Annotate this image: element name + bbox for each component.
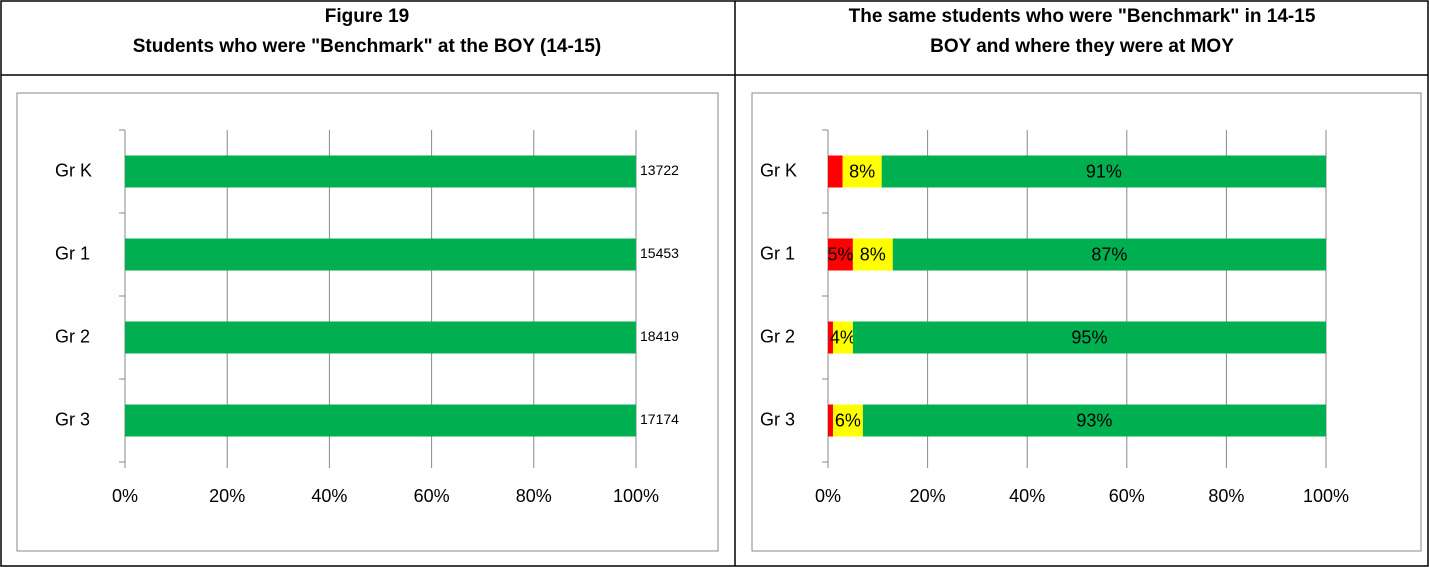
chart-frame: [16, 92, 719, 552]
y-tick-label: Gr 2: [55, 326, 90, 346]
data-label: 18419: [640, 328, 679, 344]
x-tick-label: 100%: [613, 486, 659, 506]
data-label: 8%: [849, 161, 875, 181]
bar-segment: [125, 404, 636, 437]
bar-segment: [842, 155, 882, 188]
bar-segment: [832, 404, 863, 437]
bar-segment: [862, 404, 1326, 437]
data-label: 13722: [640, 162, 679, 178]
bar-segment: [892, 238, 1326, 271]
data-label: 87%: [1091, 244, 1127, 264]
data-label: 4%: [830, 327, 856, 347]
x-tick-label: 0%: [112, 486, 138, 506]
bar-segment: [852, 238, 893, 271]
x-tick-label: 40%: [1009, 486, 1045, 506]
chart-title: The same students who were "Benchmark" i…: [849, 6, 1316, 27]
data-label: 91%: [1086, 161, 1122, 181]
data-label: 8%: [860, 244, 886, 264]
chart-title: BOY and where they were at MOY: [930, 36, 1234, 57]
y-tick-label: Gr 1: [55, 243, 90, 263]
x-tick-label: 60%: [414, 486, 450, 506]
x-tick-label: 40%: [311, 486, 347, 506]
bar-segment: [125, 155, 636, 188]
bar-segment: [125, 321, 636, 354]
y-tick-label: Gr K: [55, 160, 92, 180]
data-label: 6%: [835, 410, 861, 430]
x-tick-label: 0%: [815, 486, 841, 506]
data-label: 15453: [640, 245, 679, 261]
x-tick-label: 80%: [1208, 486, 1244, 506]
x-tick-label: 100%: [1303, 486, 1349, 506]
x-tick-label: 60%: [1109, 486, 1145, 506]
x-tick-label: 20%: [209, 486, 245, 506]
bar-segment: [125, 238, 636, 271]
x-tick-label: 80%: [516, 486, 552, 506]
x-tick-label: 20%: [910, 486, 946, 506]
y-tick-label: Gr 3: [55, 409, 90, 429]
data-label: 5%: [827, 244, 853, 264]
y-tick-label: Gr 3: [760, 409, 795, 429]
y-tick-label: Gr 1: [760, 243, 795, 263]
data-label: 17174: [640, 411, 679, 427]
data-label: 95%: [1071, 327, 1107, 347]
y-tick-label: Gr K: [760, 160, 797, 180]
chart-frame: [751, 92, 1422, 552]
chart-title: Students who were "Benchmark" at the BOY…: [133, 36, 602, 57]
data-label: 93%: [1076, 410, 1112, 430]
bar-segment: [852, 321, 1326, 354]
bar-segment: [828, 321, 833, 354]
bar-segment: [828, 155, 843, 188]
bar-segment: [881, 155, 1326, 188]
bar-segment: [828, 238, 853, 271]
y-tick-label: Gr 2: [760, 326, 795, 346]
bar-segment: [832, 321, 853, 354]
bar-segment: [828, 404, 833, 437]
chart-title: Figure 19: [325, 6, 409, 27]
